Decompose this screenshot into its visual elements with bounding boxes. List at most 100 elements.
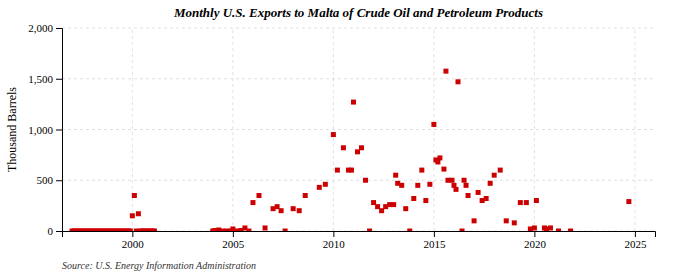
point	[466, 193, 471, 198]
x-axis-tick: 2015	[423, 231, 446, 250]
point	[250, 200, 255, 205]
point	[449, 178, 454, 183]
point	[441, 167, 446, 172]
x-axis-tick-label: 2020	[524, 238, 547, 250]
point	[534, 198, 539, 203]
point	[391, 202, 396, 207]
y-axis-tick-mark	[56, 130, 62, 131]
point	[626, 199, 631, 204]
chart: 2000 2005 2010 2015 2020 2025 0 500 1,000 1,500 2,…	[0, 0, 675, 275]
point	[246, 229, 251, 232]
point	[472, 218, 477, 223]
point	[524, 200, 529, 205]
point	[351, 100, 356, 105]
x-axis-tick: 2000	[122, 231, 145, 250]
points	[70, 69, 632, 231]
y-axis: 0 500 1,000 1,500 2,000	[28, 22, 62, 237]
point	[128, 229, 133, 232]
y-axis-tick-mark	[56, 231, 62, 232]
x-axis-tick-mark	[635, 231, 636, 237]
x-axis-tick-label: 2010	[323, 238, 346, 250]
point	[136, 211, 141, 216]
point	[415, 183, 420, 188]
point	[504, 218, 509, 223]
point	[331, 132, 336, 137]
point	[518, 200, 523, 205]
point	[437, 155, 442, 160]
x-grid-line	[232, 28, 233, 231]
x-axis-tick-label: 2000	[122, 238, 145, 250]
y-axis-tick-mark	[56, 180, 62, 181]
point	[443, 69, 448, 74]
point	[453, 187, 458, 192]
y-axis-line	[56, 29, 63, 232]
y-grid-line	[62, 28, 655, 29]
y-axis-tick-label: 0	[48, 225, 54, 237]
point	[349, 168, 354, 173]
y-grid-line	[62, 129, 655, 130]
point	[548, 225, 553, 230]
y-axis-tick-label: 2,000	[28, 22, 53, 34]
x-axis-tick: 2005	[222, 231, 245, 250]
x-grid-line	[634, 28, 635, 231]
point	[568, 229, 573, 232]
point	[484, 196, 489, 201]
point	[460, 229, 465, 232]
point	[256, 193, 261, 198]
y-axis-tick: 1,000	[28, 124, 62, 136]
point	[279, 208, 284, 213]
point	[423, 198, 428, 203]
point	[419, 168, 424, 173]
x-axis-tick: 2020	[524, 231, 547, 250]
x-axis-tick-mark	[434, 231, 435, 237]
point	[556, 229, 561, 232]
y-grid-line	[62, 180, 655, 181]
point	[403, 206, 408, 211]
y-axis-tick-label: 500	[37, 174, 54, 186]
title: Monthly U.S. Exports to Malta of Crude O…	[173, 5, 543, 20]
x-axis-tick-label: 2015	[423, 238, 446, 250]
point	[427, 182, 432, 187]
x-axis-tick-label: 2025	[624, 238, 647, 250]
grid	[62, 28, 655, 231]
point	[303, 193, 308, 198]
y-axis-tick-label: 1,500	[28, 73, 53, 85]
y-axis-tick: 1,500	[28, 73, 62, 85]
x-axis-line	[63, 232, 656, 238]
x-axis-tick-label: 2005	[222, 238, 245, 250]
y-axis-tick: 500	[37, 174, 63, 186]
x-axis: 2000 2005 2010 2015 2020 2025	[63, 231, 656, 250]
point	[512, 220, 517, 225]
point	[359, 145, 364, 150]
x-grid-line	[333, 28, 334, 231]
x-axis-tick-mark	[534, 231, 535, 237]
y-axis-tick: 2,000	[28, 22, 62, 34]
point	[283, 229, 288, 232]
point	[363, 178, 368, 183]
point	[367, 229, 372, 232]
point	[476, 190, 481, 195]
y-axis-tick-mark	[56, 79, 62, 80]
point	[297, 208, 302, 213]
point	[464, 183, 469, 188]
point	[335, 168, 340, 173]
point	[411, 196, 416, 201]
x-grid-line	[433, 28, 434, 231]
y-axis-title: Thousand Barrels	[5, 87, 19, 172]
x-axis-tick-mark	[132, 231, 133, 237]
point	[323, 182, 328, 187]
point	[488, 181, 493, 186]
x-axis-tick-mark	[333, 231, 334, 237]
point	[532, 225, 537, 230]
point	[341, 145, 346, 150]
source-note: Source: U.S. Energy Information Administ…	[62, 260, 256, 271]
x-axis-tick: 2025	[624, 231, 647, 250]
x-axis-tick-mark	[233, 231, 234, 237]
point	[462, 178, 467, 183]
point	[263, 225, 268, 230]
point	[130, 213, 135, 218]
point	[132, 193, 137, 198]
point	[498, 168, 503, 173]
x-axis-tick: 2010	[323, 231, 346, 250]
point	[456, 79, 461, 84]
